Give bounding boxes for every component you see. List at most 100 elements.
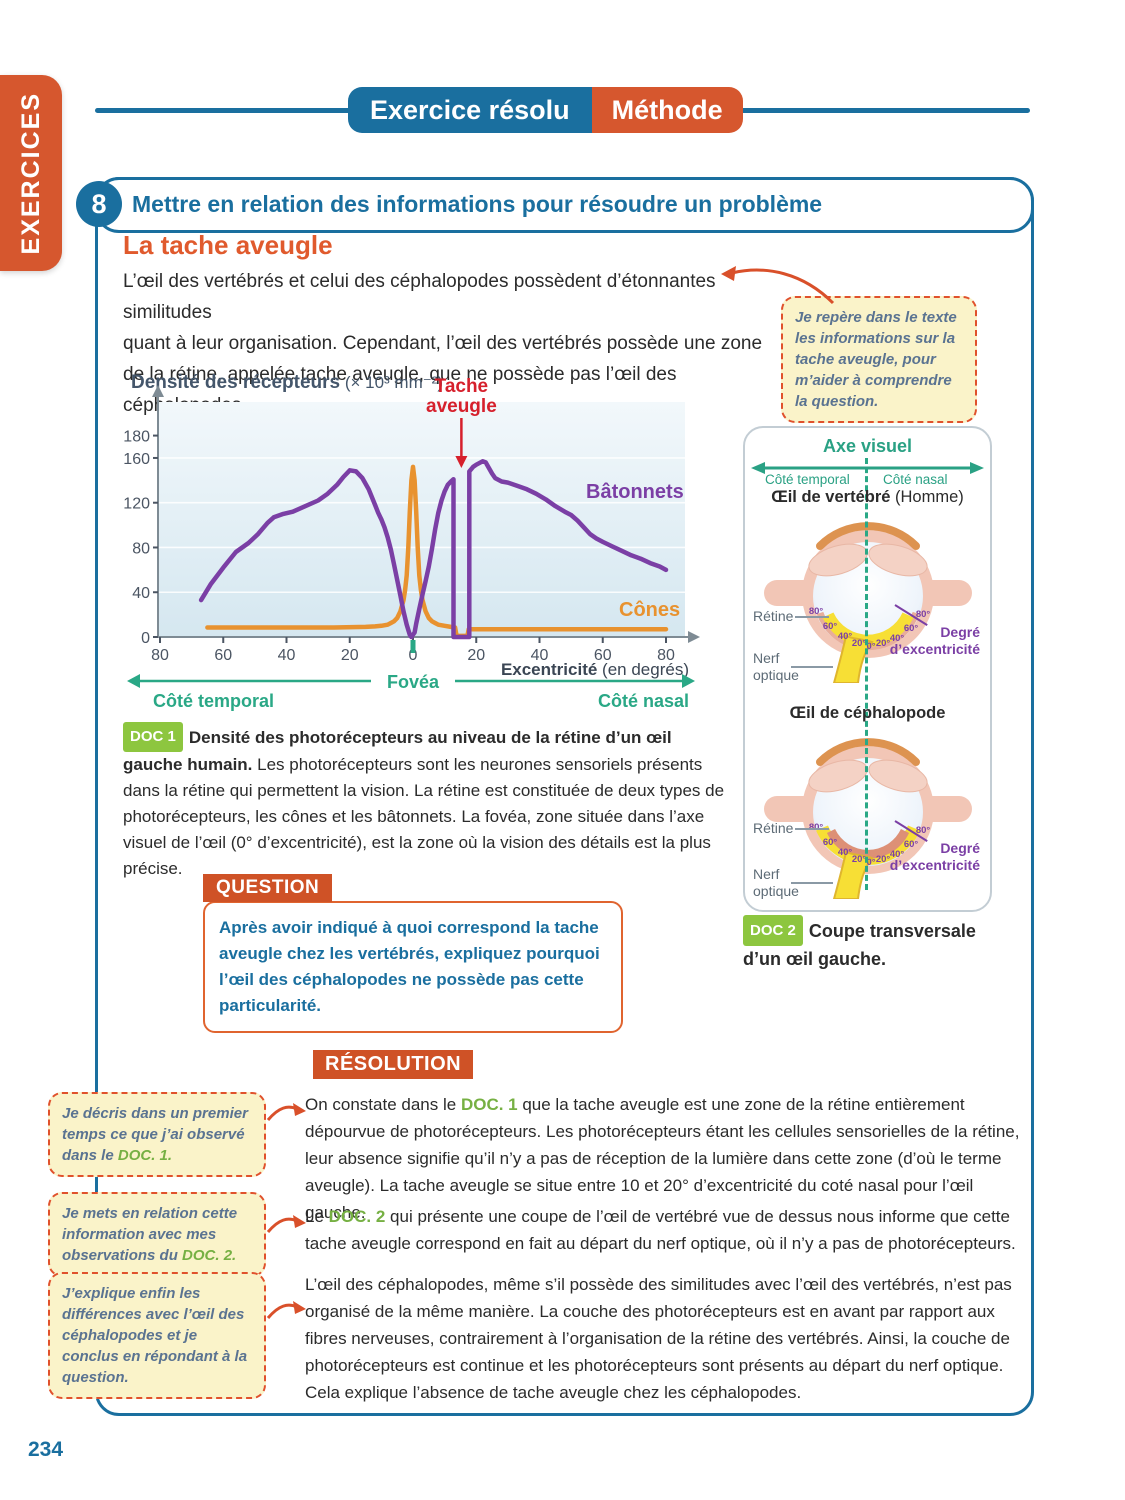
fovea-tick bbox=[410, 640, 416, 653]
cephalopod-retina-pointer bbox=[795, 828, 829, 830]
vertebrate-degree-scale: 80° 60° 40° 20° 0° 20° 40° 60° 80° bbox=[809, 606, 931, 652]
note1-arrow bbox=[266, 1103, 306, 1121]
note2-arrow bbox=[266, 1215, 306, 1233]
exercise-number-badge: 8 bbox=[76, 181, 122, 227]
y-tick-label: 120 bbox=[123, 496, 150, 513]
question-text: Après avoir indiqué à quoi correspond la… bbox=[219, 918, 600, 1015]
method-note-top-text: Je repère dans le texte les informations… bbox=[795, 309, 957, 410]
svg-text:40°: 40° bbox=[890, 633, 905, 644]
doc1-caption-bold: Densité des photorécepteurs au niveau de… bbox=[123, 728, 672, 774]
svg-text:60°: 60° bbox=[823, 837, 838, 848]
x-tick-label: 80 bbox=[657, 647, 675, 664]
x-tick-label: 60 bbox=[594, 647, 612, 664]
cones-label: Cônes bbox=[619, 599, 680, 621]
panel-nasal-label: Côté nasal bbox=[883, 472, 948, 487]
x-tick-label: 40 bbox=[531, 647, 549, 664]
doc2-caption-text: Coupe transversale d’un œil gauche. bbox=[743, 921, 976, 969]
nasal-label: Côté nasal bbox=[598, 691, 689, 711]
intro-line-1: L’œil des vertébrés et celui des céphalo… bbox=[123, 271, 716, 323]
svg-text:20°: 20° bbox=[852, 854, 867, 865]
svg-text:0°: 0° bbox=[866, 641, 875, 652]
doc1-caption: DOC 1 Densité des photorécepteurs au nive… bbox=[123, 722, 728, 882]
vertebrate-retina-pointer bbox=[795, 616, 829, 618]
vertebrate-eye-diagram: 80° 60° 40° 20° 0° 20° 40° 60° 80° bbox=[764, 522, 972, 683]
chart-svg: Densité des récepteurs (× 10³ mm⁻²) 0 40 80… bbox=[123, 372, 700, 711]
resolution-paragraph-2: Le DOC. 2 qui présente une coupe de l’œi… bbox=[305, 1207, 1016, 1253]
doc1-inline-ref: DOC. 1 bbox=[460, 1095, 518, 1114]
vertebrate-nerve-label: Nerf optique bbox=[753, 650, 799, 683]
intro-paragraph: L’œil des vertébrés et celui des céphalo… bbox=[123, 266, 773, 421]
y-tick-label: 80 bbox=[132, 540, 150, 557]
doc2-badge: DOC 2 bbox=[743, 915, 803, 946]
nasal-arrowhead bbox=[682, 674, 695, 688]
svg-text:20°: 20° bbox=[876, 638, 891, 649]
resolution-badge: RÉSOLUTION bbox=[313, 1050, 474, 1079]
cephalopod-eye-title: Œil de céphalopode bbox=[789, 704, 946, 722]
resolution-paragraph-1: On constate dans le DOC. 1 que la tache … bbox=[305, 1095, 1020, 1222]
svg-text:0°: 0° bbox=[866, 857, 875, 868]
svg-text:60°: 60° bbox=[904, 623, 919, 634]
cephalopod-degree-scale: 80° 60° 40° 20° 0° 20° 40° 60° 80° bbox=[809, 822, 931, 868]
cephalopod-nerve-label: Nerf optique bbox=[753, 866, 799, 899]
temporal-arrowhead bbox=[127, 674, 140, 688]
x-axis-label: Excentricité (en degrés) bbox=[501, 660, 689, 679]
rods-label: Bâtonnets bbox=[586, 481, 684, 503]
exercise-title: La tache aveugle bbox=[123, 230, 333, 260]
fovea-label: Fovéa bbox=[387, 672, 440, 692]
y-tick-label: 160 bbox=[123, 451, 150, 468]
svg-text:80°: 80° bbox=[916, 609, 931, 620]
svg-text:80°: 80° bbox=[916, 825, 931, 836]
cephalopod-degree-label: Degré d’excentricité bbox=[889, 840, 980, 873]
question-badge: QUESTION bbox=[203, 874, 333, 902]
svg-text:60°: 60° bbox=[904, 839, 919, 850]
cephalopod-nerve-pointer bbox=[791, 882, 833, 884]
vertebrate-nerve-pointer bbox=[791, 666, 833, 668]
svg-text:80°: 80° bbox=[809, 822, 824, 833]
visual-axis-dashed-line bbox=[865, 458, 868, 890]
svg-text:40°: 40° bbox=[890, 849, 905, 860]
doc2-caption: DOC 2 Coupe transversale d’un œil gauche. bbox=[743, 915, 988, 973]
resolution-paragraph-3: L’œil des céphalopodes, même s’il possèd… bbox=[305, 1275, 1012, 1402]
cephalopod-eye-diagram: 80° 60° 40° 20° 0° 20° 40° 60° 80° bbox=[764, 738, 972, 899]
svg-text:60°: 60° bbox=[823, 621, 838, 632]
method-note-top: Je repère dans le texte les informations… bbox=[781, 296, 977, 423]
note3-arrow bbox=[266, 1301, 306, 1319]
temporal-label: Côté temporal bbox=[153, 691, 274, 711]
intro-line-2: quant à leur organisation. Cependant, l’… bbox=[123, 333, 763, 354]
svg-text:40°: 40° bbox=[838, 847, 853, 858]
x-tick-label: 60 bbox=[214, 647, 232, 664]
method-note-3: J’explique enfin les différences avec l’… bbox=[48, 1272, 266, 1399]
receptor-density-chart: Densité des récepteurs (× 10³ mm⁻²) 0 40 80… bbox=[123, 370, 713, 715]
svg-text:80°: 80° bbox=[809, 606, 824, 617]
eye-diagram-panel: Axe visuel Côté temporal Côté nasal Œil … bbox=[743, 426, 992, 912]
doc1-caption-text: Les photorécepteurs sont les neurones se… bbox=[123, 755, 725, 878]
visual-axis-arrow bbox=[751, 462, 984, 474]
doc2-inline-ref: DOC. 2 bbox=[328, 1207, 386, 1226]
exercises-side-tab-label: EXERCICES bbox=[16, 91, 45, 255]
note-pointer-arrow bbox=[721, 266, 835, 305]
cephalopod-retina-label: Rétine bbox=[753, 820, 794, 836]
x-tick-label: 20 bbox=[341, 647, 359, 664]
panel-temporal-label: Côté temporal bbox=[765, 472, 850, 487]
method-note-1: Je décris dans un premier temps ce que j… bbox=[48, 1092, 266, 1177]
vertebrate-degree-label: Degré d’excentricité bbox=[889, 624, 980, 657]
series-cônes bbox=[205, 464, 669, 639]
svg-text:20°: 20° bbox=[876, 854, 891, 865]
header-pill: Exercice résolu Méthode bbox=[348, 87, 743, 133]
blind-spot-label: Tache bbox=[435, 376, 489, 397]
x-tick-label: 0 bbox=[409, 647, 418, 664]
skill-bar bbox=[95, 177, 1034, 233]
y-tick-label: 0 bbox=[141, 630, 150, 647]
page-number: 234 bbox=[28, 1438, 64, 1461]
x-tick-label: 40 bbox=[278, 647, 296, 664]
header-exercice-resolu: Exercice résolu bbox=[348, 87, 592, 133]
x-tick-label: 20 bbox=[467, 647, 485, 664]
series-bâtonnets bbox=[198, 459, 669, 640]
vertebrate-eye-title: Œil de vertébré (Homme) bbox=[771, 488, 964, 506]
visual-axis-label: Axe visuel bbox=[822, 436, 913, 456]
question-box: Après avoir indiqué à quoi correspond la… bbox=[203, 901, 623, 1033]
exercises-side-tab: EXERCICES bbox=[0, 75, 62, 271]
y-tick-label: 40 bbox=[132, 585, 150, 602]
svg-text:40°: 40° bbox=[838, 631, 853, 642]
